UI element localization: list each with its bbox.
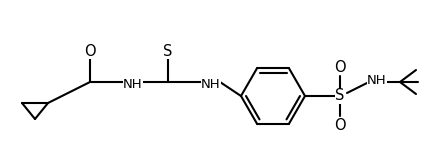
Text: NH: NH	[123, 78, 143, 91]
Text: S: S	[335, 89, 345, 103]
Text: S: S	[163, 43, 173, 59]
Text: NH: NH	[367, 73, 387, 86]
Text: NH: NH	[201, 78, 221, 91]
Text: O: O	[334, 117, 346, 133]
Text: O: O	[334, 60, 346, 74]
Text: O: O	[84, 43, 96, 59]
